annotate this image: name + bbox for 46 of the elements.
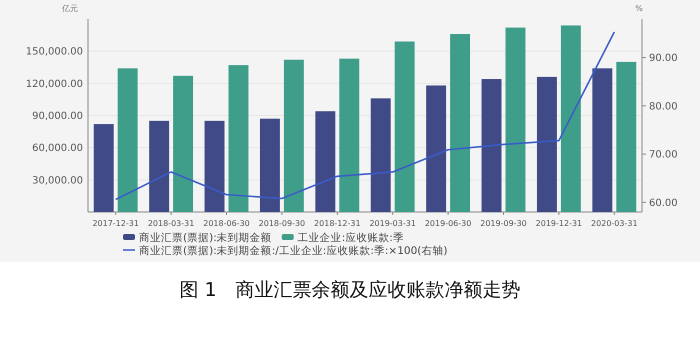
bar bbox=[370, 98, 391, 212]
bar bbox=[616, 62, 636, 212]
x-tick-label: 2019-06-30 bbox=[424, 219, 472, 228]
bar bbox=[450, 34, 470, 212]
text: 图 1 商业汇票余额及应收账款净额走势 bbox=[179, 279, 521, 301]
y-tick-label: 60,000.00 bbox=[32, 143, 83, 154]
legend-label: 商业汇票(票据):未到期金额:/工业企业:应收账款:季:×100(右轴) bbox=[139, 244, 448, 257]
x-tick-label: 2017-12-31 bbox=[92, 219, 139, 228]
bar bbox=[394, 42, 415, 212]
y2-tick-label: 80.00 bbox=[649, 101, 678, 112]
legend-label: 工业企业:应收账款:季 bbox=[298, 231, 404, 244]
x-tick-label: 2019-12-31 bbox=[536, 219, 582, 228]
line-series bbox=[114, 31, 616, 200]
y2-tick-label: 60.00 bbox=[649, 198, 678, 209]
legend-label: 商业汇票(票据):未到期金额 bbox=[139, 231, 272, 244]
x-tick-label: 2018-12-31 bbox=[314, 219, 361, 228]
bar bbox=[173, 76, 194, 212]
bar bbox=[560, 25, 581, 212]
y-tick-label: 30,000.00 bbox=[32, 175, 83, 186]
y2-tick-label: 70.00 bbox=[649, 150, 678, 161]
x-tick-label: 2018-09-30 bbox=[258, 219, 306, 228]
x-tick-label: 2019-09-30 bbox=[480, 219, 527, 228]
bar bbox=[506, 28, 526, 212]
bar bbox=[149, 120, 170, 212]
bar bbox=[339, 58, 360, 212]
bar bbox=[284, 60, 304, 212]
bar bbox=[228, 65, 248, 212]
bar bbox=[315, 111, 336, 212]
y2-axis-title: % bbox=[635, 4, 644, 13]
bar bbox=[482, 79, 502, 212]
y-tick-label: 150,000.00 bbox=[26, 46, 83, 58]
bar bbox=[536, 76, 557, 212]
x-tick-label: 2020-03-31 bbox=[591, 219, 638, 228]
bar bbox=[260, 118, 280, 212]
y-axis-title: 亿元 bbox=[61, 4, 78, 13]
y-tick-label: 120,000.00 bbox=[26, 78, 83, 90]
bar bbox=[94, 124, 114, 212]
bar bbox=[118, 68, 138, 212]
x-tick-label: 2018-06-30 bbox=[203, 219, 250, 228]
bar bbox=[204, 120, 224, 212]
bar bbox=[426, 85, 446, 212]
y2-tick-label: 90.00 bbox=[649, 53, 678, 64]
bar bbox=[592, 68, 612, 212]
x-tick-label: 2018-03-31 bbox=[148, 219, 194, 228]
y-tick-label: 90,000.00 bbox=[32, 111, 83, 122]
x-tick-label: 2019-03-31 bbox=[369, 219, 416, 228]
